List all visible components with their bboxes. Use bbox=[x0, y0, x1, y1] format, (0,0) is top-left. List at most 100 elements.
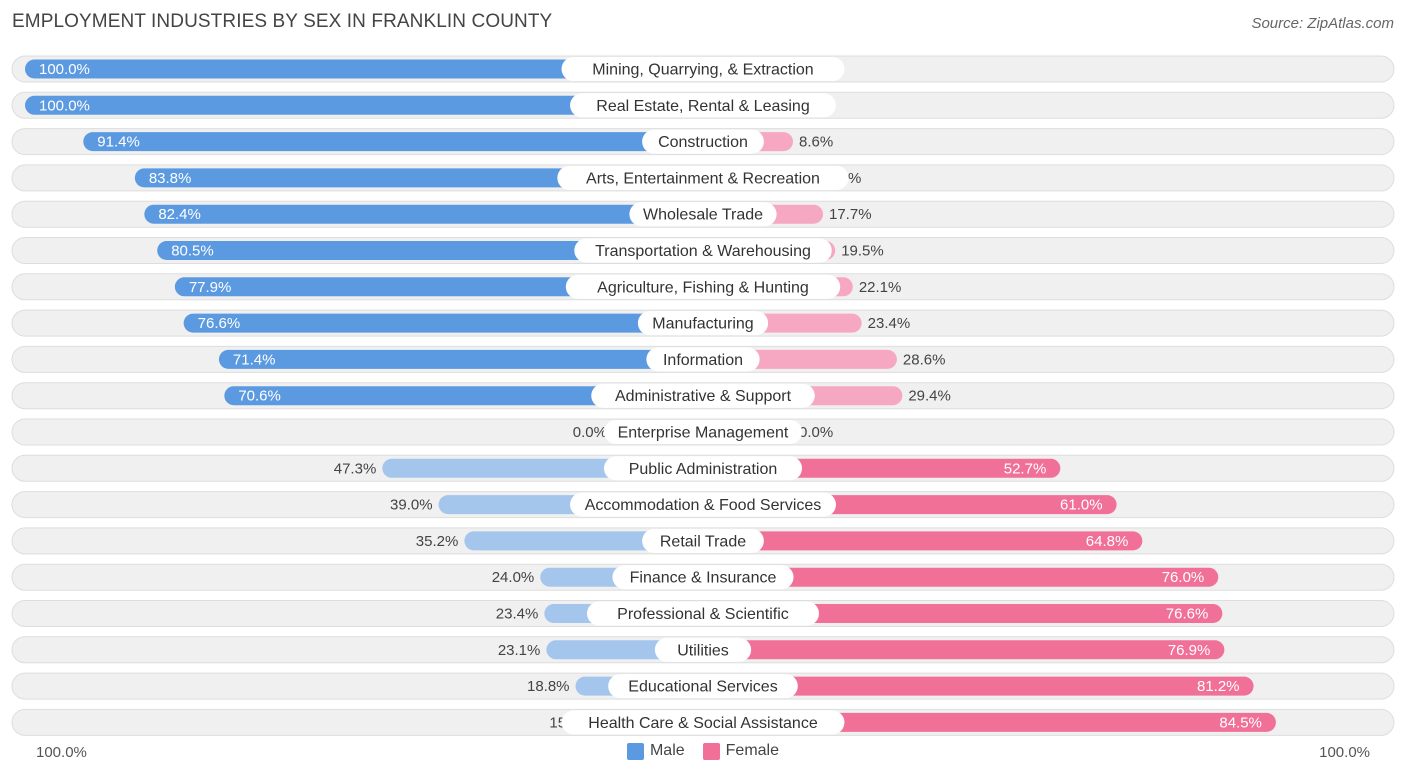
value-label-male: 71.4% bbox=[233, 351, 276, 368]
value-label-male: 70.6% bbox=[238, 388, 281, 405]
legend-swatch-female bbox=[702, 742, 720, 760]
chart-row: 76.6% 23.4% Manufacturing bbox=[11, 309, 1395, 337]
category-label-background bbox=[603, 456, 803, 481]
category-label-background bbox=[646, 347, 760, 372]
value-label-female: 76.6% bbox=[1166, 606, 1209, 623]
category-label-background bbox=[561, 710, 845, 735]
chart-row: 35.2% 64.8% Retail Trade bbox=[11, 527, 1395, 555]
value-label-female: 76.9% bbox=[1168, 642, 1211, 659]
value-label-female: 52.7% bbox=[1004, 460, 1047, 477]
value-label-male: 77.9% bbox=[189, 279, 232, 296]
category-label-background bbox=[574, 238, 832, 263]
category-label-background bbox=[642, 528, 764, 553]
bar-male bbox=[25, 59, 703, 79]
chart-row: 47.3% 52.7% Public Administration bbox=[11, 454, 1395, 482]
chart-row: 100.0%0.0%Real Estate, Rental & Leasing bbox=[11, 91, 1395, 119]
value-label-female: 84.5% bbox=[1219, 714, 1262, 731]
value-label-male: 47.3% bbox=[334, 460, 377, 477]
chart-row: 70.6% 29.4% Administrative & Support bbox=[11, 382, 1395, 410]
chart-row: 18.8% 81.2% Educational Services bbox=[11, 672, 1395, 700]
value-label-female: 29.4% bbox=[908, 388, 951, 405]
chart-row: 0.0% 0.0% Enterprise Management bbox=[11, 418, 1395, 446]
chart-title: EMPLOYMENT INDUSTRIES BY SEX IN FRANKLIN… bbox=[12, 11, 553, 32]
category-label-background bbox=[642, 129, 764, 154]
bar-male bbox=[157, 241, 703, 260]
value-label-female: 61.0% bbox=[1060, 497, 1103, 514]
category-label: Enterprise Management bbox=[618, 425, 789, 442]
legend-swatch-male bbox=[626, 742, 644, 760]
bar-male bbox=[25, 95, 703, 115]
chart-row: 23.4% 76.6% Professional & Scientific bbox=[11, 600, 1395, 627]
value-label-male: 39.0% bbox=[390, 497, 433, 514]
category-label: Finance & Insurance bbox=[630, 570, 777, 587]
chart-row: 15.5%84.5%Health Care & Social Assistanc… bbox=[11, 708, 1395, 736]
category-label: Transportation & Warehousing bbox=[595, 243, 811, 260]
category-label: Wholesale Trade bbox=[643, 207, 763, 224]
value-label-male: 35.2% bbox=[416, 533, 459, 550]
category-label-background bbox=[654, 637, 752, 662]
category-label: Professional & Scientific bbox=[617, 606, 789, 623]
bar-female bbox=[703, 567, 1219, 587]
category-label: Educational Services bbox=[628, 679, 777, 696]
value-label-male: 83.8% bbox=[149, 170, 192, 187]
value-label-male: 18.8% bbox=[527, 678, 570, 695]
chart-row: 83.8%16.2%Arts, Entertainment & Recreati… bbox=[11, 164, 1395, 192]
diverging-bar-chart: 100.0% 0.0% Mining, Quarrying, & Extractio… bbox=[11, 55, 1395, 736]
category-label-background bbox=[561, 57, 845, 81]
chart-row: 100.0%0.0%Mining, Quarrying, & Extractio… bbox=[11, 55, 1395, 83]
value-label-male: 0.0% bbox=[573, 424, 607, 441]
value-label-female: 17.7% bbox=[829, 206, 872, 223]
category-label: Mining, Quarrying, & Extraction bbox=[592, 62, 813, 79]
axis-label-right: 100.0% bbox=[1319, 744, 1370, 761]
value-label-male: 100.0% bbox=[39, 61, 90, 78]
value-label-female: 0.0% bbox=[799, 424, 833, 441]
value-label-female: 81.2% bbox=[1197, 678, 1240, 695]
bar-female bbox=[703, 604, 1223, 623]
legend: Male Female bbox=[0, 742, 1406, 760]
category-label: Real Estate, Rental & Leasing bbox=[596, 98, 809, 115]
legend-item-female[interactable]: Female bbox=[702, 742, 780, 760]
legend-label-female: Female bbox=[725, 742, 780, 759]
chart-row: 71.4% 28.6% Information bbox=[11, 345, 1395, 373]
category-label: Information bbox=[663, 352, 743, 369]
category-label-background bbox=[612, 565, 794, 590]
category-label: Retail Trade bbox=[660, 533, 746, 550]
category-label: Manufacturing bbox=[652, 316, 753, 333]
category-label-background bbox=[608, 674, 798, 699]
category-label-background bbox=[570, 492, 836, 517]
category-label-background bbox=[629, 202, 777, 227]
chart-row: 77.9% 22.1% Agriculture, Fishing & Hunting bbox=[11, 273, 1395, 301]
category-label: Arts, Entertainment & Recreation bbox=[586, 170, 820, 187]
bar-male bbox=[218, 349, 703, 369]
category-label-background bbox=[591, 383, 815, 408]
bar-female bbox=[703, 640, 1225, 660]
value-label-male: 76.6% bbox=[198, 315, 241, 332]
value-label-female: 23.4% bbox=[868, 315, 911, 332]
bar-male bbox=[144, 204, 703, 224]
bar-female bbox=[703, 712, 1276, 732]
chart-row: 82.4% 17.7% Wholesale Trade bbox=[11, 200, 1395, 228]
bar-female bbox=[703, 531, 1143, 551]
category-label: Administrative & Support bbox=[615, 388, 792, 405]
value-label-female: 8.6% bbox=[799, 134, 833, 151]
bar-female bbox=[703, 676, 1254, 696]
category-label: Construction bbox=[658, 134, 748, 151]
value-label-female: 76.0% bbox=[1162, 569, 1205, 586]
legend-item-male[interactable]: Male bbox=[626, 742, 685, 760]
value-label-male: 91.4% bbox=[97, 134, 140, 151]
category-label-background bbox=[603, 420, 803, 444]
source-note: Source: ZipAtlas.com bbox=[1251, 15, 1394, 32]
chart-row: 39.0% 61.0% Accommodation & Food Services bbox=[11, 491, 1395, 519]
value-label-female: 22.1% bbox=[859, 279, 902, 296]
category-label: Accommodation & Food Services bbox=[585, 497, 822, 514]
axis-label-left: 100.0% bbox=[36, 744, 87, 761]
chart-row: 24.0% 76.0% Finance & Insurance bbox=[11, 563, 1395, 591]
value-label-male: 80.5% bbox=[171, 243, 214, 260]
category-label-background bbox=[587, 601, 819, 626]
category-label-background bbox=[565, 274, 841, 299]
value-label-female: 64.8% bbox=[1086, 533, 1129, 550]
category-label: Agriculture, Fishing & Hunting bbox=[597, 279, 809, 296]
category-label-background bbox=[557, 165, 849, 190]
bar-male bbox=[83, 132, 704, 152]
value-label-male: 23.1% bbox=[498, 642, 541, 659]
